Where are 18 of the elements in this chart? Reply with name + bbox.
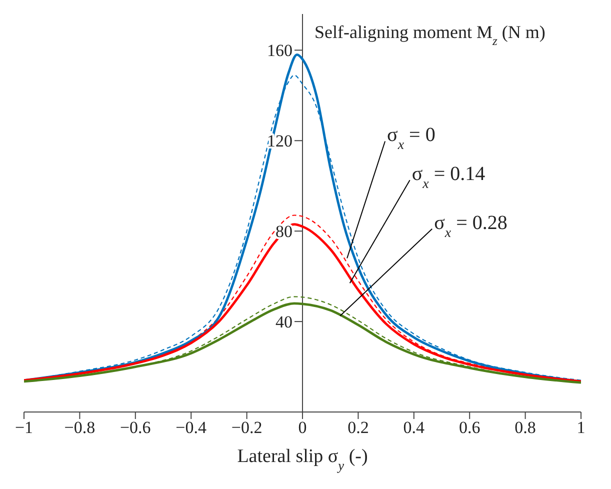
x-axis-title: Lateral slip σ$_{y}$ (-) xyxy=(237,446,368,472)
annotation: σ$_{x}$ = 0.14 xyxy=(412,163,486,192)
x-tick-label: −0.2 xyxy=(231,418,262,438)
x-tick-label: 0 xyxy=(298,418,307,438)
annotation: σ$_{x}$ = 0.28 xyxy=(434,212,508,240)
x-tick-label: 0.2 xyxy=(348,418,369,438)
x-tick-label: −0.8 xyxy=(64,418,96,438)
x-tick-label: −0.4 xyxy=(176,418,208,438)
x-tick-label: −0.6 xyxy=(120,418,151,438)
annotation: σ$_{x}$ = 0 xyxy=(387,124,436,153)
text: Self-aligning moment M$_{z}$ (N m) xyxy=(314,22,546,48)
x-tick-label: −1 xyxy=(14,418,34,438)
x-tick-label: 0.8 xyxy=(514,418,536,438)
x-tick-label: 0.6 xyxy=(458,418,480,438)
x-tick-label: 0.4 xyxy=(403,418,426,438)
x-tick-label: 1 xyxy=(576,418,586,438)
y-tick-label: 160 xyxy=(267,41,292,60)
y-tick-label: 40 xyxy=(276,312,292,332)
